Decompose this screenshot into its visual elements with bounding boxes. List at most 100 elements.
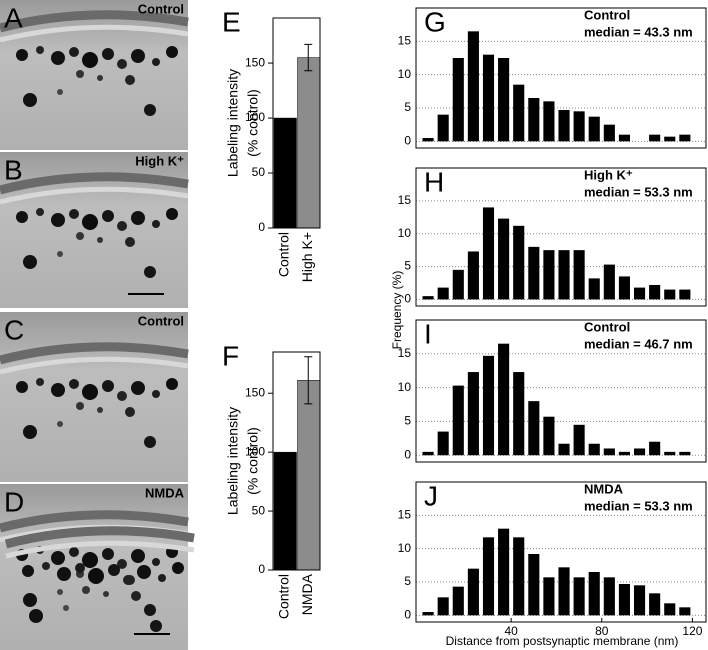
- histogram-bar: [543, 416, 555, 456]
- histogram-bar: [422, 138, 434, 142]
- y-tick-label: 50: [252, 165, 266, 179]
- histogram-bar: [633, 585, 646, 616]
- histogram-bar: [437, 431, 449, 456]
- histogram-bar: [649, 134, 661, 142]
- micrograph-a: [0, 0, 188, 150]
- micrograph-caption: Control: [138, 1, 184, 16]
- histogram-bar: [467, 372, 479, 456]
- y-axis-label: Frequency (%): [390, 271, 404, 350]
- histogram-bar: [618, 276, 630, 300]
- y-tick-label: 100: [245, 110, 265, 124]
- histogram-bar: [482, 207, 495, 300]
- plot-frame: [415, 167, 707, 307]
- histogram-bar: [573, 250, 585, 300]
- y-tick-label: 10: [398, 541, 412, 555]
- histogram-bar: [558, 110, 570, 142]
- y-tick-label: 0: [258, 220, 265, 234]
- annotation: High K⁺: [584, 167, 633, 182]
- micrograph-b: [0, 152, 188, 308]
- annotation: Control: [584, 319, 630, 334]
- panel-label: E: [222, 6, 241, 37]
- annotation: median = 43.3 nm: [584, 24, 693, 39]
- annotation: NMDA: [584, 481, 624, 496]
- panel-label: I: [424, 318, 432, 349]
- histogram-bar: [528, 98, 540, 142]
- panel-label: C: [4, 314, 24, 345]
- histogram-bar: [482, 355, 495, 456]
- y-axis-label: Labeling intensity: [225, 407, 241, 515]
- panel-label: G: [424, 6, 446, 37]
- y-tick-label: 150: [245, 385, 265, 399]
- histogram-bar: [603, 264, 615, 300]
- x-tick-label: High K+: [299, 232, 315, 282]
- histogram-bar: [603, 577, 615, 616]
- y-tick-label: 100: [245, 444, 265, 458]
- histogram-bar: [437, 597, 449, 616]
- panel-label: H: [424, 166, 444, 197]
- histogram-bar: [618, 134, 630, 142]
- y-axis-label: (% control): [245, 427, 261, 495]
- plot-frame: [415, 319, 707, 463]
- panel-label: B: [4, 154, 23, 185]
- histogram-bar: [498, 58, 510, 142]
- plot-frame: [272, 351, 321, 571]
- histogram-bar: [437, 287, 449, 300]
- histogram-bar: [588, 278, 600, 300]
- histogram-bar: [422, 612, 434, 616]
- histogram-bar: [664, 136, 676, 142]
- histogram-bar: [513, 225, 525, 300]
- histogram-bar: [467, 568, 479, 616]
- plot-frame: [272, 17, 321, 229]
- histogram-bar: [649, 441, 661, 456]
- histogram-bar: [618, 451, 630, 456]
- bar: [297, 57, 321, 229]
- histogram-bar: [422, 451, 434, 456]
- histogram-bar: [543, 250, 555, 300]
- histogram-bar: [467, 251, 479, 300]
- histogram-bar: [664, 603, 676, 616]
- y-axis-label: (% control): [245, 89, 261, 157]
- y-tick-label: 0: [404, 134, 411, 148]
- y-tick-label: 15: [398, 193, 412, 207]
- y-axis-label: Labeling intensity: [225, 69, 241, 177]
- x-tick-label: 80: [595, 624, 609, 638]
- histogram-bar: [649, 593, 661, 616]
- histogram-bar: [633, 448, 646, 456]
- micrograph-caption: NMDA: [145, 485, 185, 500]
- micrograph-caption: High K⁺: [135, 153, 184, 168]
- histogram-bar: [558, 567, 570, 616]
- y-tick-label: 0: [404, 292, 411, 306]
- y-tick-label: 10: [398, 380, 412, 394]
- histogram-bar: [588, 443, 600, 456]
- histogram-bar: [588, 572, 600, 616]
- bar: [273, 451, 297, 571]
- histogram-bar: [482, 54, 495, 142]
- panel-label: A: [4, 2, 23, 33]
- y-tick-label: 10: [398, 67, 412, 81]
- histogram-bar: [467, 31, 479, 142]
- histogram-bar: [573, 424, 585, 456]
- histogram-bar: [422, 296, 434, 300]
- histogram-bar: [437, 114, 449, 142]
- histogram-bar: [649, 284, 661, 300]
- y-tick-label: 50: [252, 503, 266, 517]
- histogram-bar: [603, 448, 615, 456]
- histogram-bar: [498, 528, 510, 616]
- histogram-bar: [573, 111, 585, 142]
- x-tick-label: 40: [504, 624, 518, 638]
- histogram-bar: [573, 577, 585, 616]
- histogram-bar: [452, 385, 464, 456]
- x-axis-label: Distance from postsynaptic membrane (nm): [446, 634, 679, 648]
- histogram-bar: [513, 372, 525, 456]
- plot-frame: [415, 7, 707, 149]
- annotation: Control: [584, 7, 630, 22]
- x-tick-label: NMDA: [299, 573, 315, 615]
- histogram-bar: [633, 287, 646, 300]
- histogram-bar: [452, 58, 464, 142]
- histogram-bar: [679, 134, 691, 142]
- annotation: median = 53.3 nm: [584, 184, 693, 199]
- histogram-bar: [679, 607, 691, 616]
- y-tick-label: 15: [398, 346, 412, 360]
- y-tick-label: 15: [398, 34, 412, 48]
